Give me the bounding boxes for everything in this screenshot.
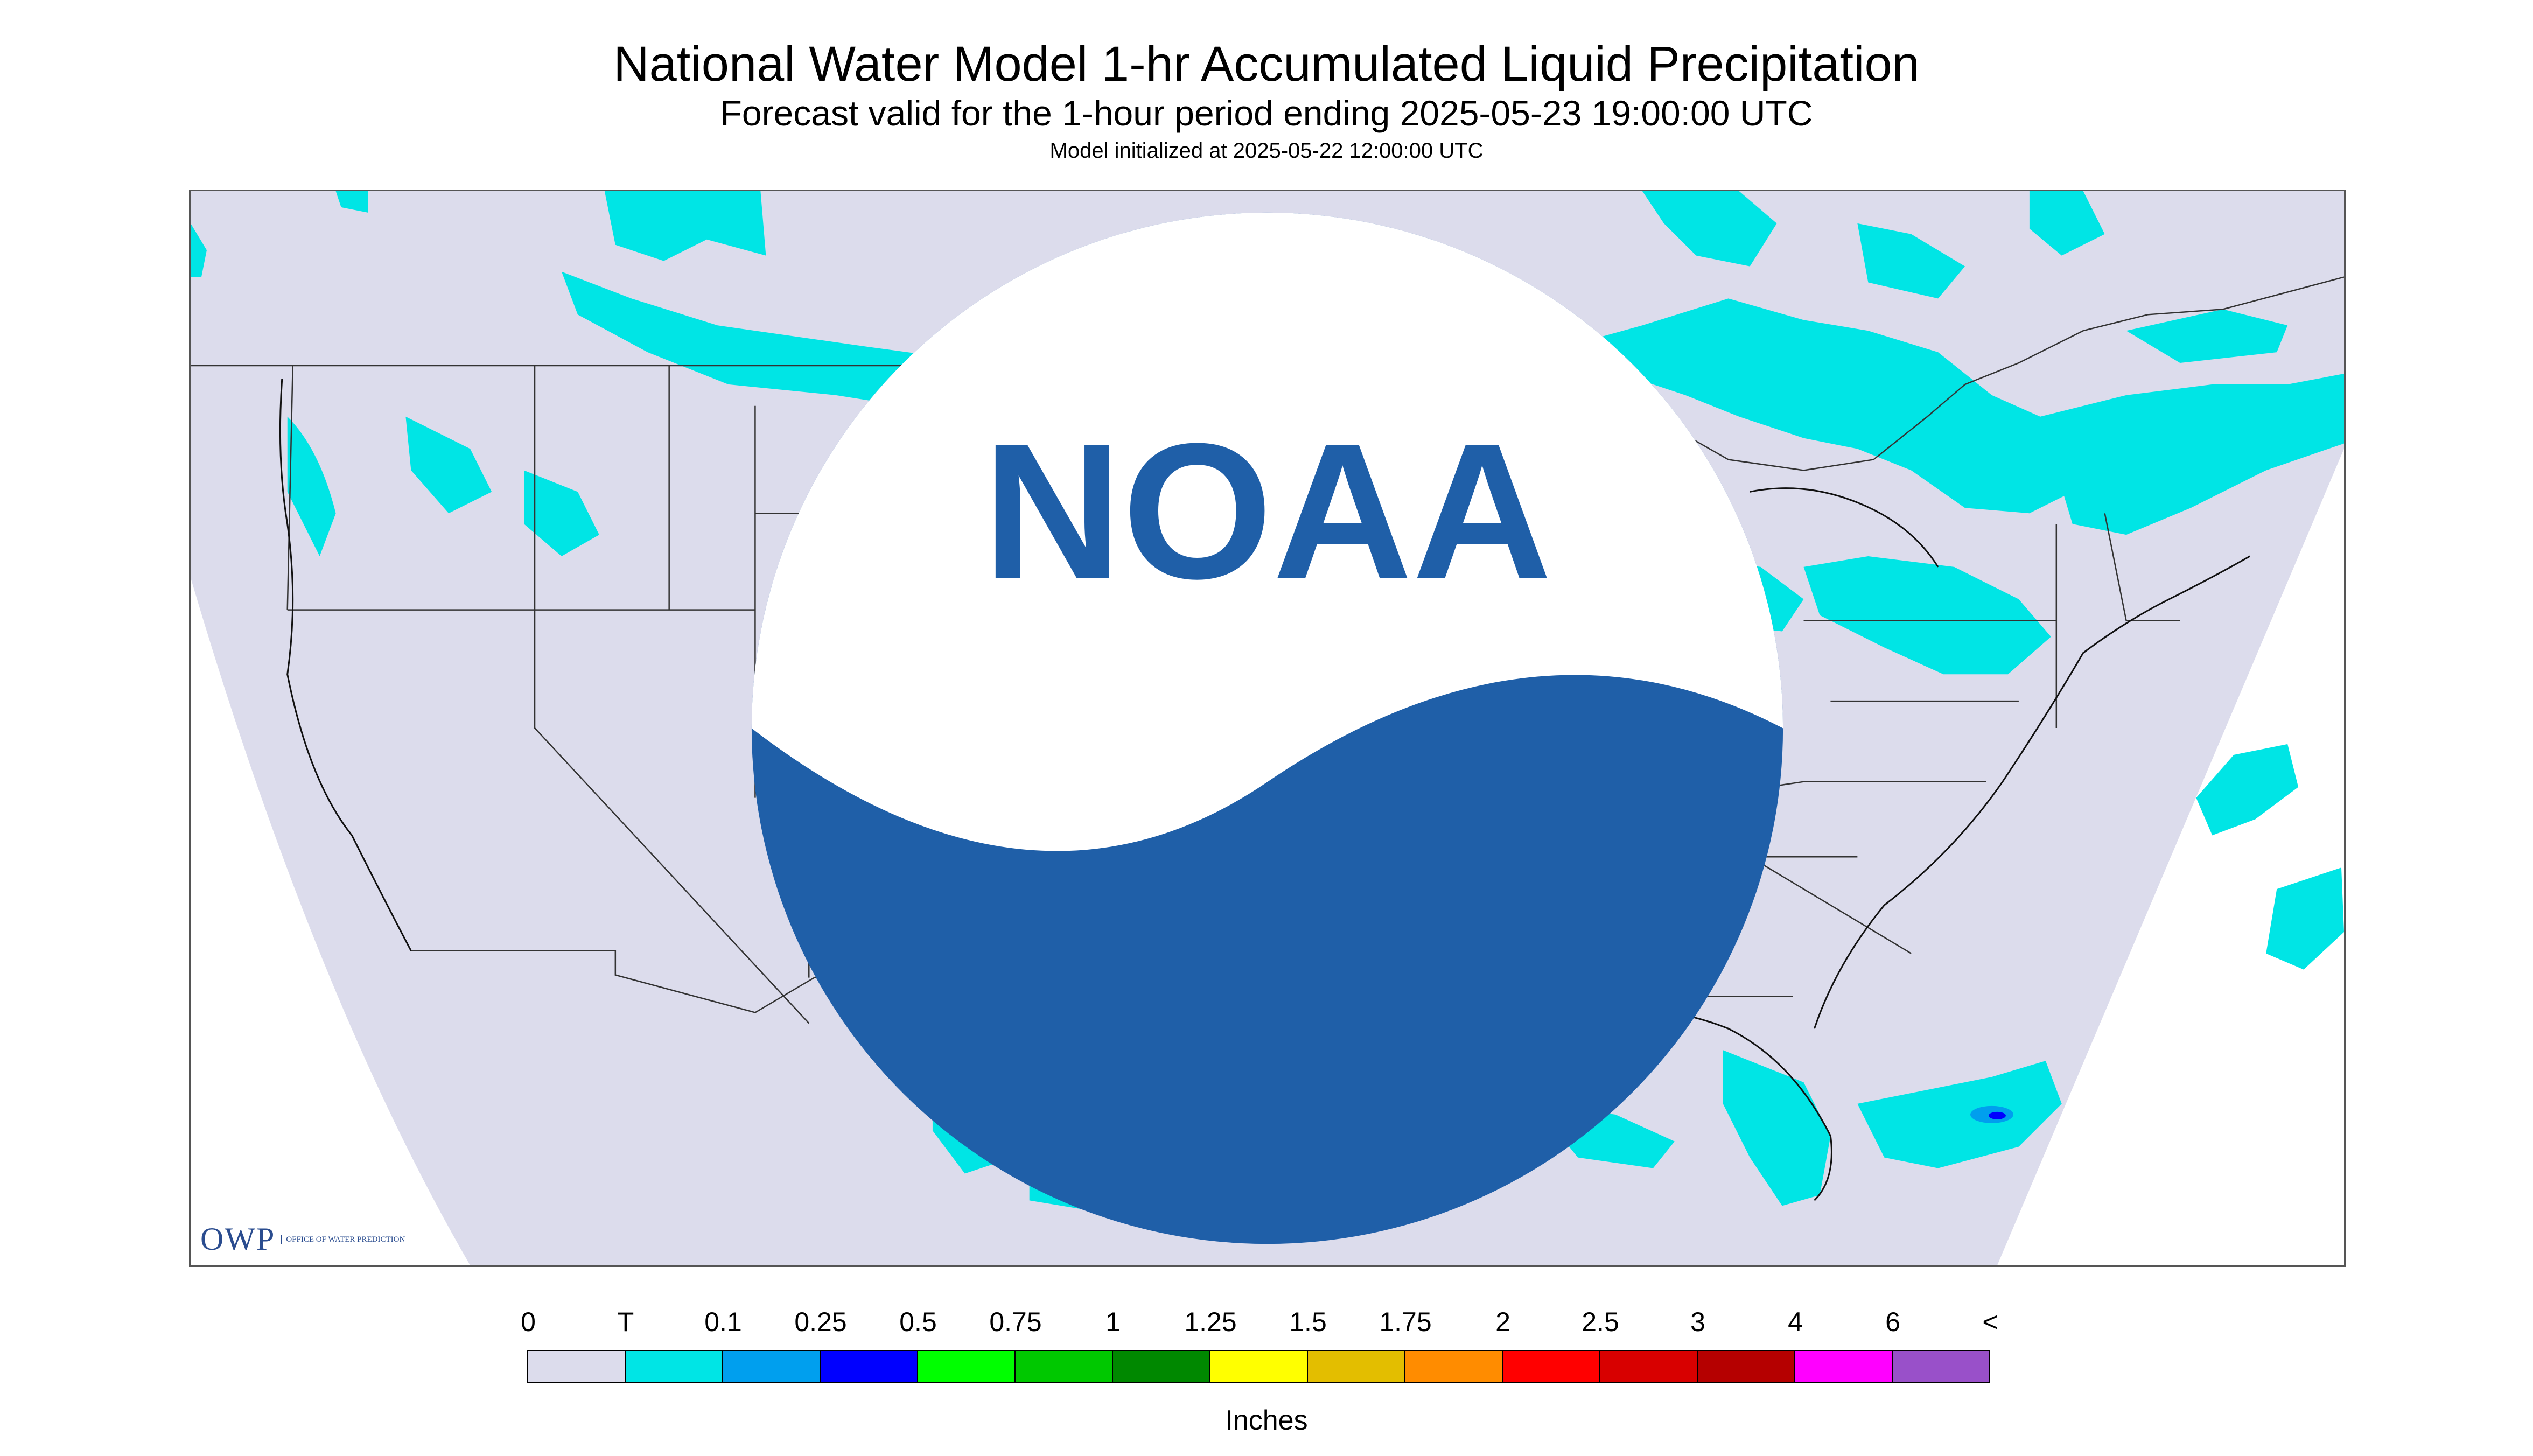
legend-colorbar bbox=[527, 1350, 1990, 1383]
legend-swatch bbox=[1404, 1350, 1503, 1383]
model-init-time: Model initialized at 2025-05-22 12:00:00… bbox=[1049, 139, 1484, 163]
legend-swatch bbox=[917, 1350, 1016, 1383]
legend-labels: 0 T 0.1 0.25 0.5 0.75 1 1.25 1.5 1.75 2 2.5 3 4 6 < bbox=[521, 1306, 2008, 1339]
legend-swatch bbox=[1892, 1350, 1990, 1383]
legend-units: Inches bbox=[1225, 1405, 1308, 1436]
legend-swatch bbox=[625, 1350, 723, 1383]
legend-swatch bbox=[1599, 1350, 1698, 1383]
legend-label: 4 bbox=[1788, 1307, 1803, 1337]
legend-label: T bbox=[617, 1307, 634, 1337]
legend-swatch bbox=[1112, 1350, 1210, 1383]
legend-label: 0.25 bbox=[794, 1307, 847, 1337]
owp-logo: OWP OFFICE OF WATER PREDICTION bbox=[200, 1221, 405, 1258]
legend-swatch bbox=[527, 1350, 626, 1383]
legend-label: 6 bbox=[1885, 1307, 1900, 1337]
legend-label: 0.5 bbox=[899, 1307, 937, 1337]
legend-label: < bbox=[1982, 1307, 1998, 1337]
owp-logo-letters: OWP bbox=[200, 1221, 276, 1257]
legend-label: 2 bbox=[1495, 1307, 1510, 1337]
legend-swatch bbox=[1502, 1350, 1600, 1383]
legend-label: 1.75 bbox=[1379, 1307, 1432, 1337]
map-subtitle: Forecast valid for the 1-hour period end… bbox=[720, 93, 1813, 133]
legend-swatch bbox=[1307, 1350, 1405, 1383]
legend-swatch bbox=[820, 1350, 918, 1383]
noaa-logo: NOAA bbox=[751, 212, 1783, 1244]
legend-label: 3 bbox=[1690, 1307, 1705, 1337]
legend-label: 2.5 bbox=[1582, 1307, 1619, 1337]
legend-swatch bbox=[722, 1350, 821, 1383]
precipitation-map: OWP OFFICE OF WATER PREDICTION NOAA bbox=[189, 190, 2346, 1267]
outside-domain-west bbox=[191, 577, 471, 1265]
legend-swatch bbox=[1209, 1350, 1308, 1383]
map-title: National Water Model 1-hr Accumulated Li… bbox=[613, 37, 1920, 92]
legend-label: 1.5 bbox=[1289, 1307, 1327, 1337]
legend-label: 0.75 bbox=[989, 1307, 1042, 1337]
outside-domain-east bbox=[1997, 449, 2344, 1265]
legend-label: 1 bbox=[1105, 1307, 1121, 1337]
legend-label: 1.25 bbox=[1184, 1307, 1237, 1337]
owp-logo-text: OFFICE OF WATER PREDICTION bbox=[281, 1235, 405, 1244]
legend-label: 0 bbox=[521, 1307, 536, 1337]
legend-swatch bbox=[1014, 1350, 1113, 1383]
svg-text:NOAA: NOAA bbox=[983, 403, 1552, 619]
legend-swatch bbox=[1794, 1350, 1893, 1383]
legend-swatch bbox=[1697, 1350, 1795, 1383]
legend-label: 0.1 bbox=[704, 1307, 742, 1337]
